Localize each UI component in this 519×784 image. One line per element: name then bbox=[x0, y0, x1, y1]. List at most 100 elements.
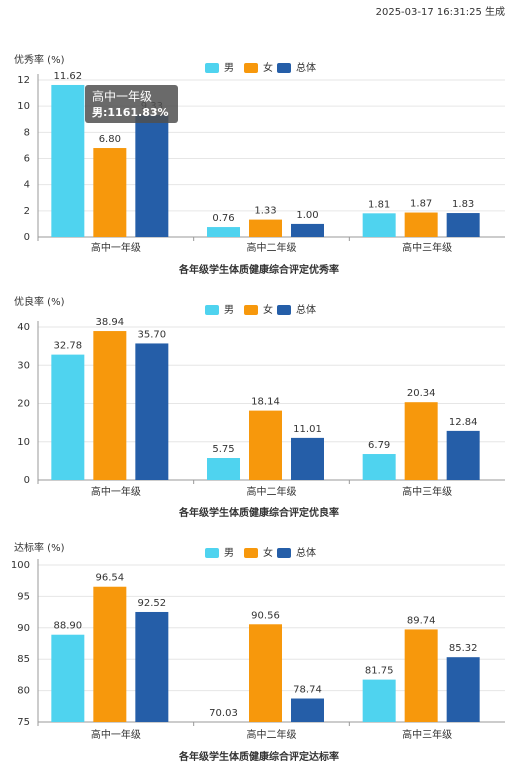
bar bbox=[135, 114, 169, 237]
y-tick-label: 90 bbox=[17, 623, 30, 634]
bar bbox=[135, 611, 169, 722]
bar bbox=[249, 219, 282, 237]
bar bbox=[207, 458, 240, 480]
value-label: 89.74 bbox=[407, 615, 436, 626]
legend-swatch bbox=[277, 548, 291, 558]
legend-swatch bbox=[244, 63, 258, 73]
value-label: 11.62 bbox=[54, 71, 83, 82]
bar bbox=[291, 698, 324, 722]
value-label: 1.81 bbox=[368, 199, 390, 210]
y-tick-label: 20 bbox=[17, 399, 30, 410]
y-tick-label: 10 bbox=[17, 437, 30, 448]
bar bbox=[135, 343, 169, 480]
legend-label: 总体 bbox=[296, 546, 316, 559]
legend-swatch bbox=[205, 548, 219, 558]
bar bbox=[362, 213, 396, 237]
bar bbox=[51, 354, 85, 480]
chart-title: 各年级学生体质健康综合评定达标率 bbox=[178, 750, 339, 763]
legend-swatch bbox=[244, 305, 258, 315]
bar bbox=[404, 402, 438, 480]
value-label: 70.03 bbox=[209, 708, 238, 719]
value-label: 5.75 bbox=[212, 444, 234, 455]
legend-label: 女 bbox=[263, 546, 273, 559]
y-axis-label: 优秀率 (%) bbox=[14, 53, 65, 66]
value-label: 32.78 bbox=[54, 341, 83, 352]
value-label: 1.33 bbox=[254, 206, 276, 217]
value-label: 88.90 bbox=[54, 621, 83, 632]
x-tick-label: 高中三年级 bbox=[402, 241, 452, 254]
value-label: 1.00 bbox=[296, 210, 318, 221]
x-tick-label: 高中三年级 bbox=[402, 728, 452, 741]
bar bbox=[93, 331, 127, 480]
y-tick-label: 85 bbox=[17, 654, 30, 665]
value-label: 1.87 bbox=[410, 199, 432, 210]
chart-title: 各年级学生体质健康综合评定优良率 bbox=[178, 506, 339, 519]
legend-swatch bbox=[205, 305, 219, 315]
legend-label: 男 bbox=[224, 547, 234, 559]
y-tick-label: 12 bbox=[17, 75, 30, 86]
x-tick-label: 高中一年级 bbox=[91, 485, 141, 498]
y-tick-label: 0 bbox=[24, 232, 30, 243]
x-tick-label: 高中一年级 bbox=[91, 728, 141, 741]
y-axis-label: 优良率 (%) bbox=[14, 295, 65, 308]
value-label: 1.83 bbox=[452, 199, 474, 210]
value-label: 20.34 bbox=[407, 388, 436, 399]
legend-label: 总体 bbox=[296, 61, 316, 74]
tooltip-title: 高中一年级 bbox=[92, 89, 152, 104]
x-tick-label: 高中二年级 bbox=[247, 241, 297, 254]
y-tick-label: 8 bbox=[24, 127, 30, 138]
value-label: 35.70 bbox=[138, 329, 167, 340]
y-tick-label: 2 bbox=[24, 206, 30, 217]
value-label: 0.76 bbox=[212, 213, 234, 224]
y-tick-label: 40 bbox=[17, 322, 30, 333]
bar bbox=[93, 586, 127, 722]
bar bbox=[249, 624, 282, 722]
legend-swatch bbox=[244, 548, 258, 558]
y-tick-label: 0 bbox=[24, 475, 30, 486]
bar bbox=[249, 410, 282, 480]
bar bbox=[362, 679, 396, 722]
value-label: 11.01 bbox=[293, 424, 322, 435]
value-label: 6.80 bbox=[99, 134, 121, 145]
value-label: 85.32 bbox=[449, 643, 478, 654]
y-axis-label: 达标率 (%) bbox=[14, 541, 65, 554]
chart-title: 各年级学生体质健康综合评定优秀率 bbox=[178, 263, 339, 276]
value-label: 38.94 bbox=[96, 317, 125, 328]
bar bbox=[291, 223, 324, 237]
value-label: 18.14 bbox=[251, 397, 280, 408]
bar bbox=[446, 213, 480, 237]
bar bbox=[51, 634, 85, 722]
bar bbox=[51, 84, 85, 237]
legend-label: 男 bbox=[224, 304, 234, 316]
x-tick-label: 高中一年级 bbox=[91, 241, 141, 254]
y-tick-label: 100 bbox=[11, 560, 30, 571]
bar bbox=[446, 430, 480, 480]
bar bbox=[207, 227, 240, 237]
legend-label: 女 bbox=[263, 303, 273, 316]
x-tick-label: 高中三年级 bbox=[402, 485, 452, 498]
value-label: 90.56 bbox=[251, 610, 280, 621]
bar bbox=[404, 629, 438, 722]
y-tick-label: 6 bbox=[24, 154, 30, 165]
legend-label: 女 bbox=[263, 61, 273, 74]
bar bbox=[446, 657, 480, 722]
legend-label: 男 bbox=[224, 62, 234, 74]
value-label: 96.54 bbox=[96, 573, 125, 584]
bar bbox=[362, 454, 396, 480]
value-label: 81.75 bbox=[365, 666, 394, 677]
tooltip-text: 男:1161.83% bbox=[92, 106, 169, 119]
bar bbox=[291, 437, 324, 480]
bar bbox=[404, 212, 438, 237]
value-label: 78.74 bbox=[293, 685, 322, 696]
x-tick-label: 高中二年级 bbox=[247, 485, 297, 498]
legend-label: 总体 bbox=[296, 303, 316, 316]
legend-swatch bbox=[277, 63, 291, 73]
y-tick-label: 10 bbox=[17, 101, 30, 112]
y-tick-label: 4 bbox=[24, 180, 30, 191]
value-label: 6.79 bbox=[368, 440, 390, 451]
legend-swatch bbox=[205, 63, 219, 73]
x-tick-label: 高中二年级 bbox=[247, 728, 297, 741]
tooltip-box bbox=[85, 85, 178, 123]
y-tick-label: 75 bbox=[17, 717, 30, 728]
